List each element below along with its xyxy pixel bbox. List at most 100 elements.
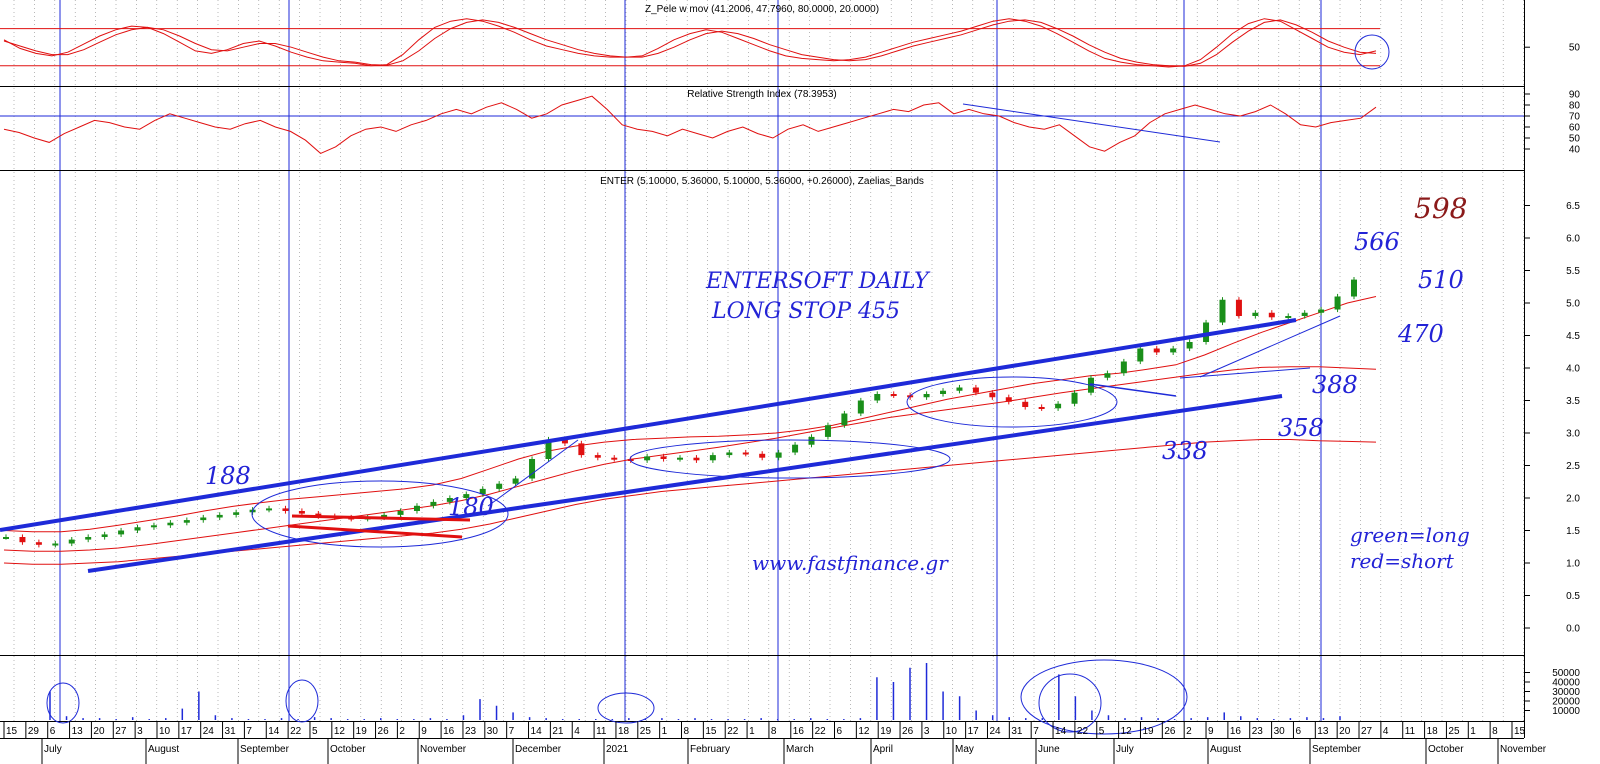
x-tick-day: 26	[378, 726, 390, 737]
x-tick-day: 3	[924, 726, 930, 737]
x-tick-day: 11	[1405, 726, 1416, 737]
red-resistance-line	[291, 514, 471, 522]
x-tick-month: August	[148, 744, 179, 755]
candle	[446, 498, 453, 502]
volume-tick-label: 30000	[1552, 687, 1580, 698]
price-title: ENTER (5.10000, 5.36000, 5.10000, 5.3600…	[600, 176, 924, 187]
level-180: 180	[448, 493, 494, 521]
annotation-title: ENTERSOFT DAILY	[705, 269, 931, 294]
x-tick-day: 20	[1339, 726, 1351, 737]
candle	[1301, 312, 1308, 316]
candle	[68, 539, 75, 544]
price-tick-label: 3.5	[1566, 396, 1580, 407]
price-tick-label: 0.0	[1566, 624, 1580, 635]
volume-tick-label: 20000	[1552, 697, 1580, 708]
x-tick-day: 10	[159, 726, 171, 737]
candle	[479, 488, 486, 495]
candle	[200, 517, 207, 521]
x-tick-month: July	[1116, 744, 1134, 755]
x-tick-day: 17	[968, 726, 980, 737]
level-566: 566	[1354, 228, 1400, 256]
candle	[1137, 348, 1144, 362]
x-tick-day: 7	[1033, 726, 1039, 737]
support-line-2	[1199, 315, 1341, 378]
candle	[1318, 309, 1325, 313]
x-tick-month: August	[1210, 744, 1241, 755]
candle	[315, 513, 322, 517]
x-tick-day: 19	[356, 726, 368, 737]
x-tick-month: February	[690, 744, 730, 755]
x-tick-day: 23	[465, 726, 477, 737]
x-tick-day: 22	[815, 726, 827, 737]
ellipse-volume-2	[285, 679, 319, 723]
ellipse-volume-4	[1020, 659, 1188, 735]
candle	[430, 501, 437, 506]
volume-tick-label: 10000	[1552, 706, 1580, 717]
candle	[167, 522, 174, 526]
x-tick-day: 31	[1011, 726, 1023, 737]
x-tick-day: 21	[552, 726, 564, 737]
candle	[545, 439, 552, 459]
candle	[775, 452, 782, 458]
indicator-layer	[0, 18, 1524, 154]
price-tick-label: 2.5	[1566, 461, 1580, 472]
cycle-lines	[59, 0, 1322, 721]
candle	[1334, 296, 1341, 310]
x-tick-day: 16	[793, 726, 805, 737]
x-tick-labels: 15 29 6 13 20 27 3 10 17 24 31 7 14 22 5 12 19 26 2 9 16 23 30…	[0, 721, 1547, 764]
x-tick-day: 22	[727, 726, 739, 737]
annotation-stop: LONG STOP 455	[711, 299, 900, 324]
candle	[19, 537, 26, 543]
candle	[1022, 401, 1029, 407]
x-tick-day: 6	[1295, 726, 1301, 737]
candle	[529, 459, 536, 479]
price-tick-label: 2.0	[1566, 494, 1580, 505]
x-tick-day: 26	[1164, 726, 1176, 737]
x-tick-day: 12	[1121, 726, 1133, 737]
x-tick-day: 14	[268, 726, 280, 737]
price-tick-label: 1.0	[1566, 559, 1580, 570]
candle	[611, 457, 618, 460]
level-338: 338	[1162, 437, 1208, 465]
x-tick-day: 8	[771, 726, 777, 737]
x-tick-day: 22	[290, 726, 302, 737]
candle	[52, 543, 59, 546]
candle	[890, 394, 897, 396]
price-tick-label: 5.0	[1566, 299, 1580, 310]
candle	[1055, 403, 1062, 409]
candle	[1038, 407, 1045, 409]
x-tick-day: 19	[1142, 726, 1154, 737]
price-tick-label: 0.5	[1566, 591, 1580, 602]
x-tick-day: 16	[443, 726, 455, 737]
x-tick-month: September	[1312, 744, 1362, 755]
x-tick-month: October	[330, 744, 366, 755]
candle	[381, 514, 388, 518]
price-tick-label: 6.0	[1566, 234, 1580, 245]
candle	[726, 452, 733, 456]
candle	[1351, 279, 1357, 297]
x-tick-day: 31	[225, 726, 237, 737]
x-tick-day: 16	[1230, 726, 1242, 737]
x-tick-day: 20	[93, 726, 105, 737]
candle	[956, 387, 963, 391]
candle	[1153, 348, 1160, 353]
x-tick-day: 7	[246, 726, 252, 737]
candle	[1120, 361, 1127, 374]
volume-layer	[49, 663, 1341, 720]
x-tick-month: November	[1500, 744, 1547, 755]
annotation-legend-green: green=long	[1350, 523, 1470, 547]
level-188: 188	[205, 462, 251, 490]
x-tick-day: 15	[1514, 726, 1526, 737]
x-tick-day: 4	[1383, 726, 1389, 737]
price-tick-label: 4.5	[1566, 331, 1580, 342]
x-tick-day: 11	[596, 726, 607, 737]
upper-band	[3, 296, 1377, 533]
rsi-tick-label: 80	[1569, 101, 1581, 112]
candle	[118, 530, 125, 535]
candle	[1186, 342, 1193, 349]
x-tick-day: 27	[1361, 726, 1373, 737]
price-tick-label: 5.5	[1566, 266, 1580, 277]
candle	[35, 542, 42, 545]
x-tick-day: 5	[312, 726, 318, 737]
upper-trendline	[0, 318, 1297, 532]
